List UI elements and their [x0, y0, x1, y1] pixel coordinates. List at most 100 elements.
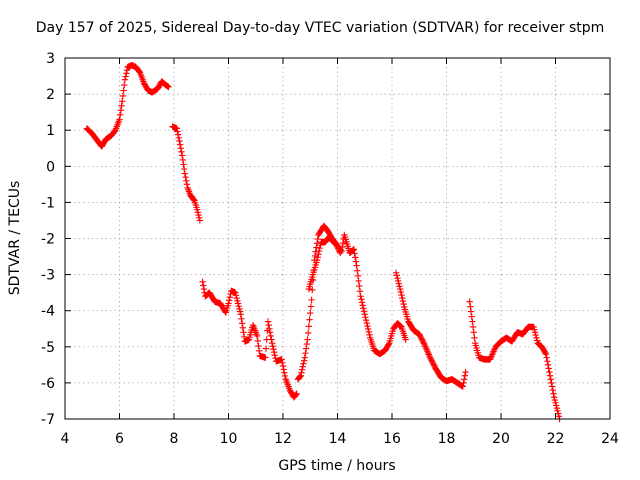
- data-point: [429, 359, 437, 367]
- data-point: [490, 348, 497, 355]
- data-point: [349, 246, 357, 254]
- data-point: [461, 376, 468, 383]
- data-point: [315, 247, 323, 255]
- data-point: [279, 359, 286, 366]
- data-point: [487, 354, 494, 362]
- x-tick-labels: 4 6 8 10 12 14 16 18 20 22 24: [61, 431, 619, 447]
- data-point: [262, 345, 270, 352]
- x-tick-label: 24: [601, 431, 619, 447]
- data-point: [300, 357, 308, 364]
- data-point: [117, 107, 125, 114]
- y-tick-label: 0: [46, 159, 55, 175]
- data-point: [431, 362, 438, 369]
- data-point: [548, 383, 556, 390]
- data-point: [351, 250, 358, 257]
- data-point: [255, 342, 262, 350]
- data-point: [183, 177, 190, 184]
- data-point: [123, 70, 130, 77]
- data-point: [363, 319, 370, 327]
- data-point: [308, 296, 315, 304]
- data-point: [264, 318, 272, 325]
- data-point: [190, 196, 197, 203]
- data-point: [281, 372, 289, 380]
- data-point: [299, 363, 306, 370]
- data-point: [226, 293, 234, 301]
- data-point: [352, 258, 360, 265]
- data-point: [356, 282, 363, 290]
- data-point: [545, 365, 552, 372]
- data-point: [196, 214, 203, 221]
- data-point: [271, 352, 279, 359]
- data-point: [469, 318, 476, 325]
- series-segment-6: [392, 269, 469, 390]
- data-point: [428, 358, 436, 365]
- data-point: [279, 362, 287, 370]
- data-point: [400, 300, 407, 308]
- data-point: [489, 349, 497, 357]
- y-axis-label: SDTVAR / TECUs: [7, 181, 23, 296]
- data-point: [165, 83, 172, 91]
- data-point: [281, 369, 288, 376]
- data-point: [240, 333, 248, 341]
- data-point: [417, 333, 424, 341]
- data-point: [424, 348, 431, 355]
- data-point: [200, 282, 207, 289]
- data-point: [314, 253, 321, 261]
- data-point: [199, 278, 206, 286]
- data-point: [182, 173, 189, 181]
- data-point: [232, 292, 240, 299]
- data-point: [235, 302, 242, 310]
- data-point: [265, 321, 272, 329]
- data-point: [303, 340, 311, 348]
- data-point: [393, 272, 400, 279]
- series-segment-7: [466, 298, 563, 423]
- data-point: [268, 336, 275, 343]
- data-point: [307, 309, 314, 317]
- data-point: [418, 335, 425, 342]
- data-point: [270, 349, 278, 356]
- data-point: [533, 337, 541, 344]
- y-tick-label: -6: [41, 376, 55, 392]
- data-point: [225, 300, 232, 307]
- series-segment-2: [169, 123, 204, 224]
- data-point: [425, 351, 432, 358]
- data-point: [354, 267, 361, 274]
- data-point: [270, 346, 277, 353]
- data-point: [309, 286, 316, 294]
- data-point: [542, 349, 549, 357]
- data-point: [544, 358, 551, 365]
- data-point: [555, 413, 563, 420]
- data-point: [396, 285, 404, 293]
- y-tick-label: -2: [41, 232, 55, 248]
- data-point: [307, 303, 315, 310]
- data-point: [466, 298, 473, 305]
- x-tick-label: 12: [274, 431, 292, 447]
- data-point: [533, 334, 540, 341]
- data-point: [399, 294, 406, 302]
- data-point: [195, 211, 202, 219]
- data-point: [297, 372, 304, 379]
- data-point: [552, 402, 560, 409]
- data-point: [462, 368, 469, 376]
- data-point: [544, 361, 552, 369]
- data-point: [421, 341, 428, 349]
- data-point: [337, 247, 345, 254]
- data-point: [471, 334, 478, 341]
- data-point: [397, 288, 405, 296]
- data-point: [313, 240, 321, 247]
- x-tick-label: 6: [115, 431, 124, 447]
- data-point: [394, 275, 401, 282]
- data-point: [301, 354, 308, 361]
- data-point: [300, 360, 307, 367]
- data-point: [361, 311, 368, 318]
- data-point: [420, 339, 427, 346]
- data-point: [238, 315, 245, 323]
- data-point: [426, 354, 434, 361]
- data-point: [120, 87, 127, 94]
- data-point: [296, 373, 304, 380]
- data-point: [181, 170, 189, 177]
- data-point: [306, 316, 313, 323]
- y-tick-label: -1: [41, 195, 55, 211]
- data-point: [530, 323, 537, 331]
- data-point: [304, 336, 311, 343]
